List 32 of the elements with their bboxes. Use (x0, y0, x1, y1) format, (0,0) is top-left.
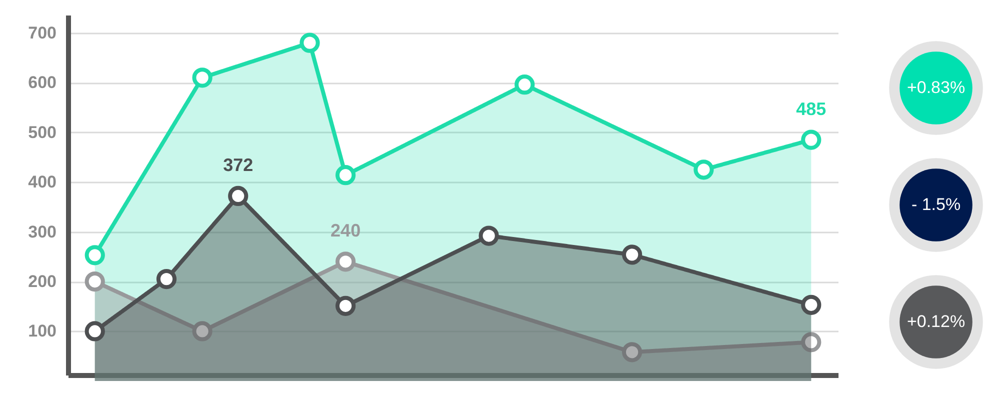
text: +0.12% (906, 312, 966, 331)
data-label: 240 (330, 220, 361, 241)
point (84, 245, 105, 266)
y-tick-label: 100 (28, 322, 56, 341)
point (335, 165, 356, 186)
y-tick-label: 500 (28, 122, 56, 142)
point (622, 244, 642, 265)
data-label: 372 (223, 154, 254, 175)
point (801, 294, 822, 315)
point (478, 226, 499, 246)
point (622, 342, 642, 362)
y-tick-label: 600 (28, 73, 56, 92)
point (84, 271, 105, 292)
text: - 1.5% (911, 195, 961, 214)
y-tick-label: 700 (28, 23, 56, 42)
point (192, 321, 212, 342)
y-tick-label: 200 (28, 272, 56, 292)
point (84, 321, 105, 342)
y-tick-label: 400 (28, 172, 56, 192)
point (335, 252, 356, 272)
point (300, 32, 320, 53)
point (335, 296, 356, 316)
point (228, 186, 248, 206)
point (801, 332, 822, 352)
y-tick-label: 300 (28, 222, 56, 242)
point (801, 130, 822, 150)
data-label: 485 (796, 98, 826, 119)
point (156, 268, 177, 290)
point (694, 160, 714, 180)
text: +0.83% (906, 78, 966, 97)
point (192, 68, 212, 88)
point (514, 74, 535, 95)
